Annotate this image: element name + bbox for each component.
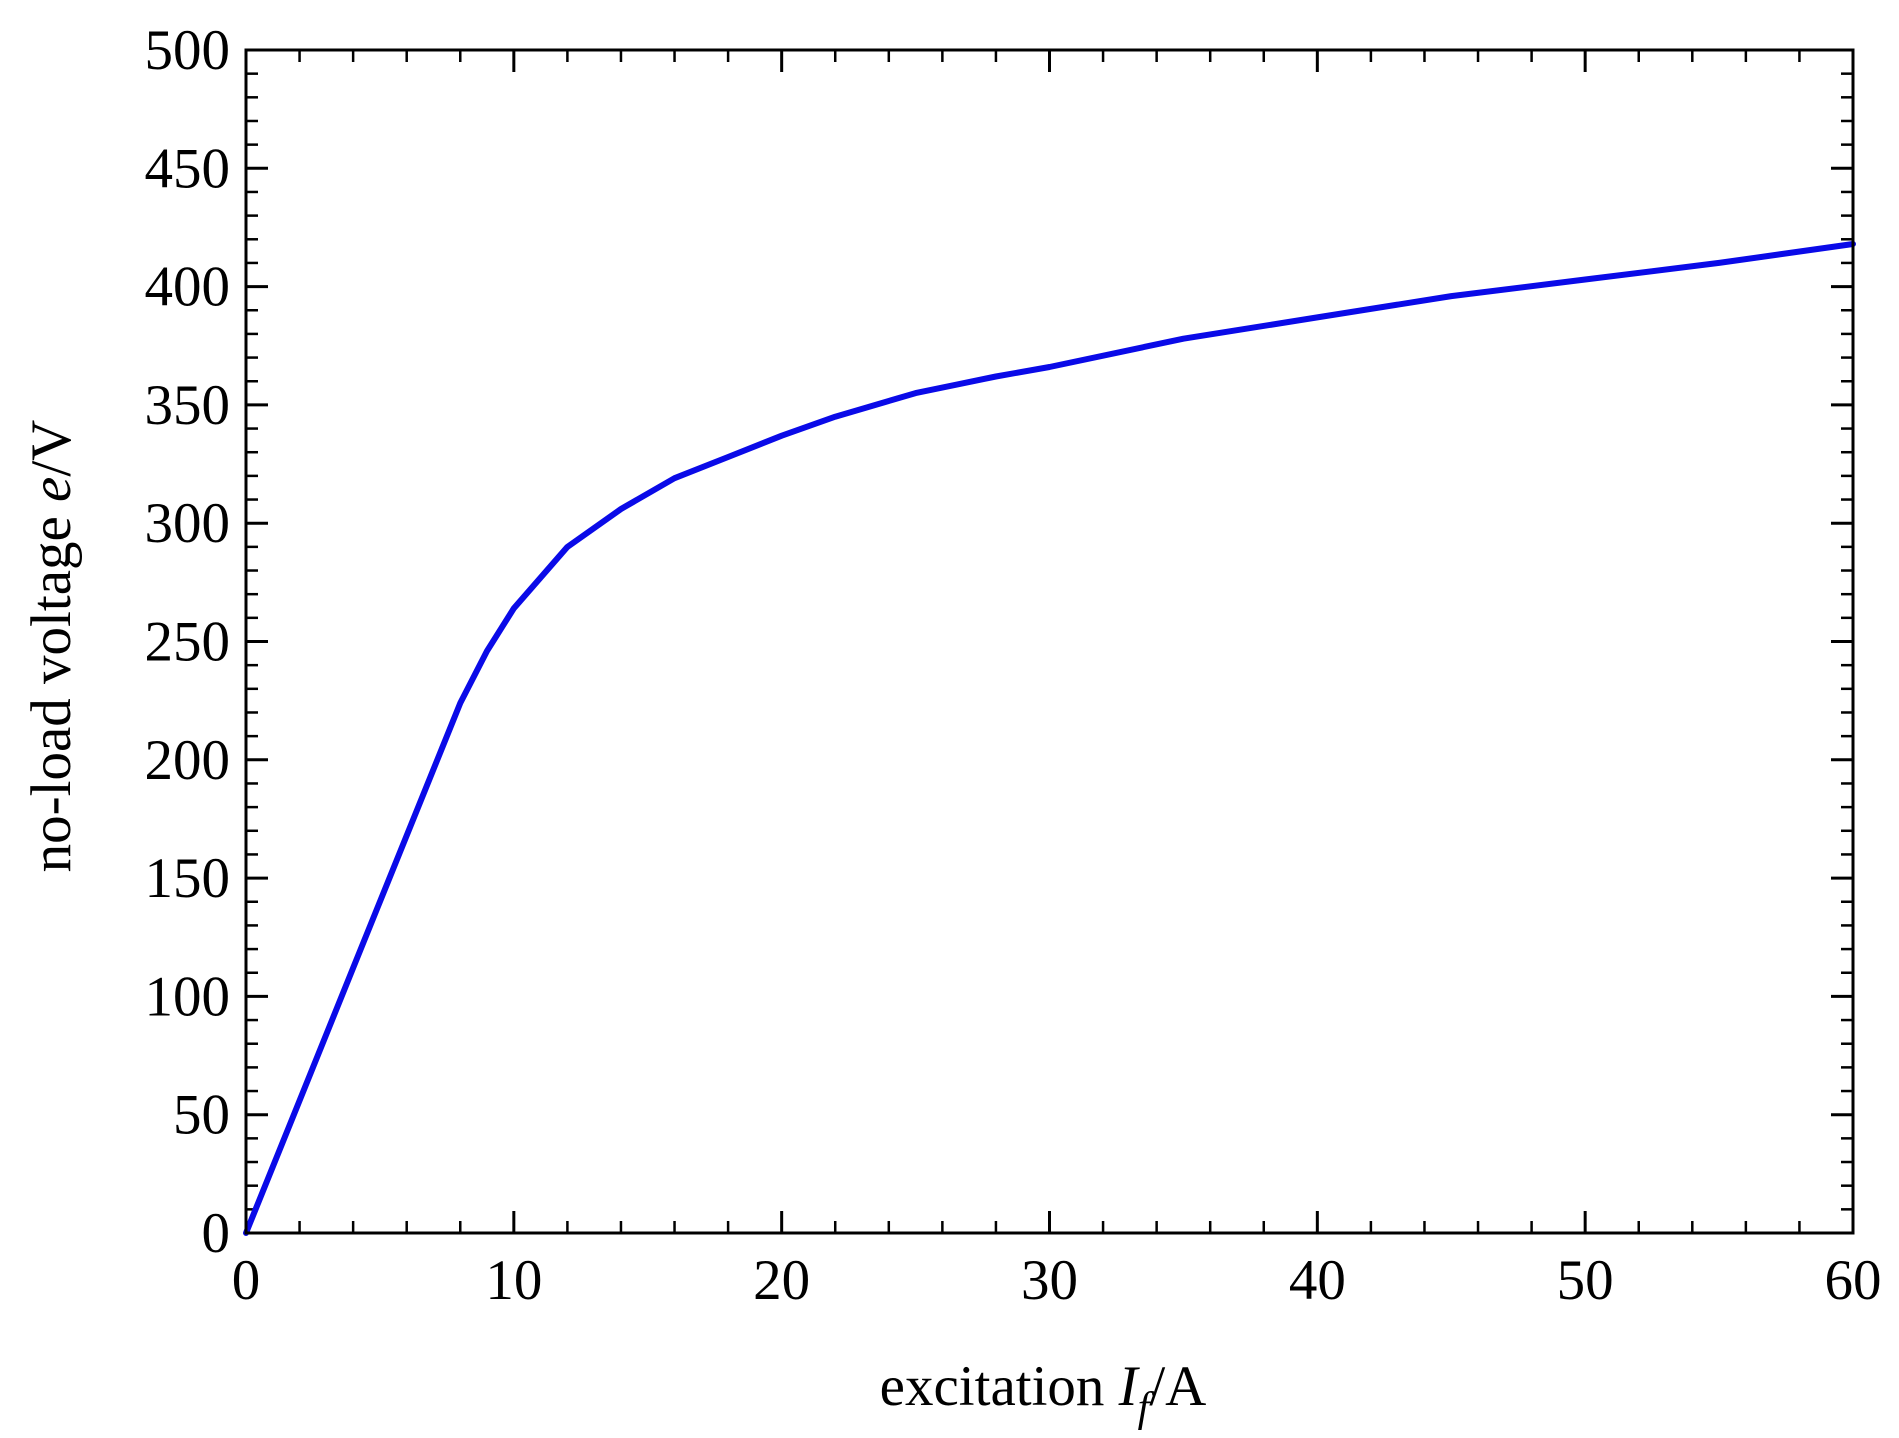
y-tick-label: 50: [173, 1084, 230, 1147]
x-tick-labels: 0 10 20 30 40 50 60: [232, 1249, 1882, 1312]
x-tick-label: 20: [753, 1249, 810, 1312]
y-tick-label: 0: [202, 1202, 231, 1265]
y-axis-title-variable: e: [20, 477, 83, 502]
y-tick-label: 100: [145, 965, 231, 1028]
y-tick-label: 350: [145, 374, 231, 437]
x-axis-title: excitation If/A: [880, 1355, 1207, 1431]
minor-ticks: [246, 50, 1853, 1233]
x-tick-label: 40: [1289, 1249, 1346, 1312]
x-tick-label: 60: [1825, 1249, 1882, 1312]
y-tick-label: 300: [145, 492, 231, 555]
y-tick-label: 200: [145, 729, 231, 792]
x-tick-label: 0: [232, 1249, 261, 1312]
y-tick-label: 400: [145, 256, 231, 319]
y-tick-label: 150: [145, 847, 231, 910]
y-axis-title: no-load voltage e/V: [20, 420, 83, 873]
plot-frame: [244, 48, 1855, 1235]
series-line: [243, 241, 1856, 1236]
x-axis-title-variable: I: [1118, 1355, 1141, 1418]
y-axis-title-suffix: /V: [20, 420, 83, 477]
series-layer: [243, 241, 1856, 1236]
x-axis-title-prefix: excitation: [880, 1355, 1119, 1418]
x-tick-label: 50: [1557, 1249, 1614, 1312]
x-axis-title-suffix: /A: [1149, 1355, 1206, 1418]
y-tick-label: 500: [145, 19, 231, 82]
major-ticks: [244, 48, 1855, 1235]
x-tick-label: 30: [1021, 1249, 1078, 1312]
y-tick-label: 450: [145, 137, 231, 200]
y-tick-labels: 0 50 100 150 200 250 300 350 400 450 500: [145, 19, 231, 1265]
x-tick-label: 10: [485, 1249, 542, 1312]
y-axis-title-prefix: no-load voltage: [20, 502, 83, 872]
y-tick-label: 250: [145, 611, 231, 674]
